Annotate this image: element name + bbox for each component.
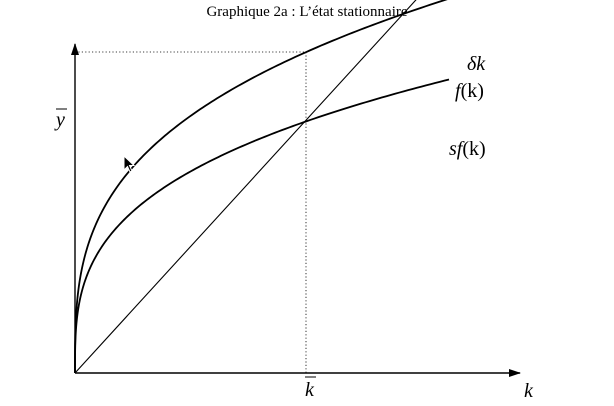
chart-title: Graphique 2a : L’état stationnaire: [206, 4, 408, 20]
sf-of-k-label: sf(k): [449, 138, 486, 160]
f-of-k-label-main: f: [455, 80, 463, 102]
sf-of-k-curve: [74, 78, 450, 374]
delta-k-label-main: δk: [467, 53, 486, 75]
mouse-pointer-icon: [123, 155, 136, 173]
f-of-k-label-args: (k): [461, 80, 484, 102]
f-of-k-curve: [74, 0, 448, 374]
k-bar-tick-label: k: [305, 379, 315, 401]
delta-k-label: δk: [467, 53, 486, 75]
sf-of-k-label-args: (k): [462, 138, 485, 160]
sf-of-k-label-main: sf: [449, 138, 465, 160]
delta-k-line: [74, 0, 417, 374]
x-axis-label: k: [524, 380, 534, 402]
y-bar-tick-label: y: [54, 109, 65, 131]
f-of-k-label: f(k): [455, 80, 484, 102]
